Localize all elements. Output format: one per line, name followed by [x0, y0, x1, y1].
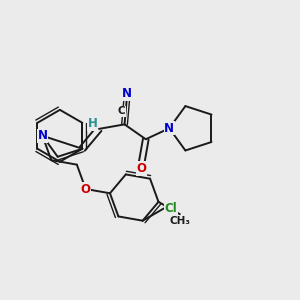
Text: H: H [88, 117, 98, 130]
Text: N: N [164, 122, 174, 135]
Text: N: N [38, 129, 47, 142]
Text: O: O [136, 162, 146, 175]
Text: O: O [81, 182, 91, 196]
Text: C: C [118, 106, 125, 116]
Text: Cl: Cl [165, 202, 177, 215]
Text: CH₃: CH₃ [169, 216, 190, 226]
Text: N: N [122, 87, 132, 100]
